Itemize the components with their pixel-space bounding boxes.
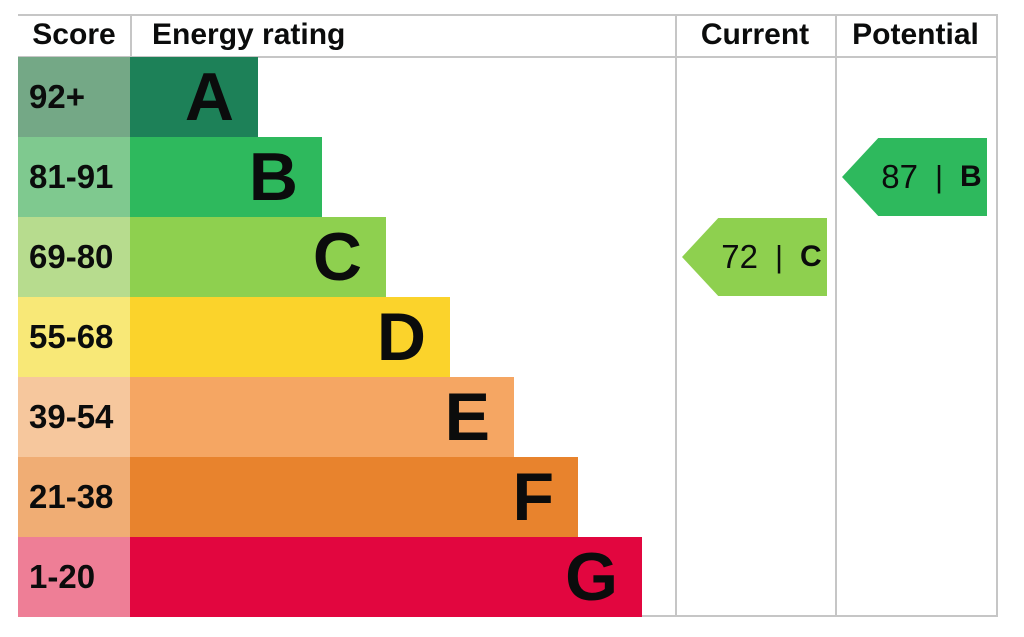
rating-bar: C	[130, 217, 386, 297]
rating-bar: F	[130, 457, 578, 537]
current-band-letter: C	[800, 240, 822, 273]
energy-rating-column-header: Energy rating	[152, 18, 346, 51]
score-range-label: 39-54	[29, 398, 114, 435]
header-divider-line	[18, 56, 998, 58]
score-cell: 21-38	[18, 457, 130, 537]
table-top-border	[18, 14, 998, 16]
band-row-g: 1-20 G	[18, 537, 1024, 617]
current-score-value: 72	[721, 238, 758, 275]
potential-column-divider	[835, 14, 837, 617]
table-right-border	[996, 14, 998, 617]
pointer-separator: |	[774, 239, 784, 274]
band-row-d: 55-68 D	[18, 297, 1024, 377]
band-row-e: 39-54 E	[18, 377, 1024, 457]
band-row-b: 81-91 B	[18, 137, 1024, 217]
band-letter: B	[248, 139, 298, 215]
score-column-divider	[130, 14, 132, 58]
score-cell: 55-68	[18, 297, 130, 377]
band-rows: 92+ A 81-91 B 69-80 C 55-68 D 39-54 E 21…	[0, 57, 1024, 617]
band-letter: E	[444, 379, 490, 455]
potential-score-value: 87	[881, 158, 918, 195]
score-range-label: 92+	[29, 78, 85, 115]
band-row-a: 92+ A	[18, 57, 1024, 137]
band-letter: F	[512, 459, 554, 535]
rating-bar: B	[130, 137, 322, 217]
score-range-label: 81-91	[29, 158, 114, 195]
score-range-label: 21-38	[29, 478, 114, 515]
rating-bar: D	[130, 297, 450, 377]
rating-bar: E	[130, 377, 514, 457]
score-cell: 39-54	[18, 377, 130, 457]
potential-column-header: Potential	[852, 18, 979, 51]
score-cell: 69-80	[18, 217, 130, 297]
score-range-label: 55-68	[29, 318, 114, 355]
band-letter: D	[376, 299, 426, 375]
band-letter: A	[184, 59, 234, 135]
current-column-divider	[675, 14, 677, 617]
band-row-f: 21-38 F	[18, 457, 1024, 537]
score-cell: 1-20	[18, 537, 130, 617]
rating-bar: A	[130, 57, 258, 137]
band-row-c: 69-80 C	[18, 217, 1024, 297]
score-column-header: Score	[32, 18, 116, 51]
current-rating-arrow: 72 | C	[682, 218, 827, 296]
score-range-label: 1-20	[29, 558, 96, 595]
potential-band-letter: B	[960, 160, 982, 193]
current-column-header: Current	[700, 18, 810, 51]
score-cell: 81-91	[18, 137, 130, 217]
potential-rating-arrow: 87 | B	[842, 138, 987, 216]
score-range-label: 69-80	[29, 238, 114, 275]
rating-bar: G	[130, 537, 642, 617]
band-letter: C	[312, 219, 362, 295]
pointer-separator: |	[934, 159, 944, 194]
score-cell: 92+	[18, 57, 130, 137]
band-letter: G	[565, 539, 618, 615]
